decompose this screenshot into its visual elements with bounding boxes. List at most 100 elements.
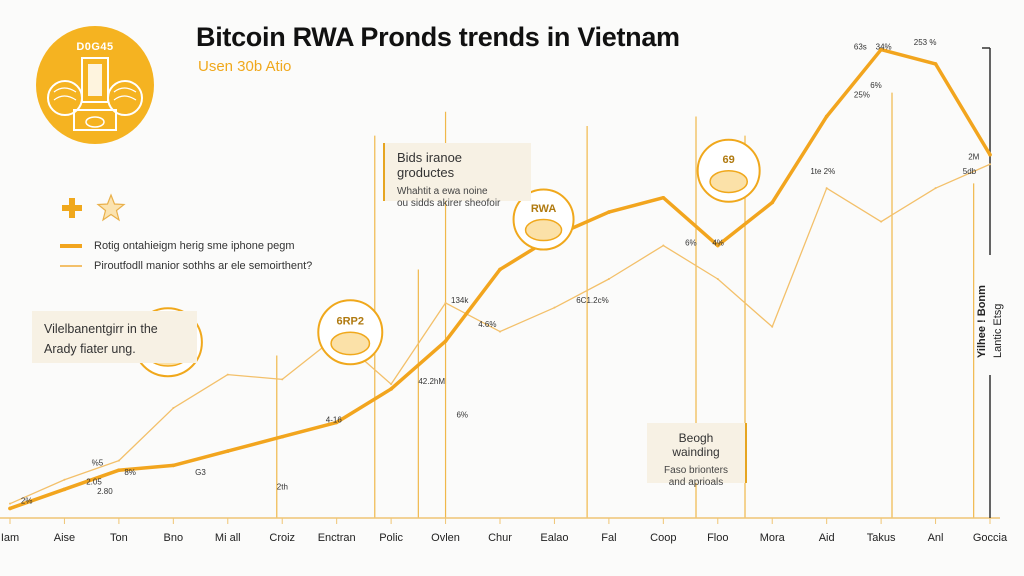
x-tick-label: Takus [866, 532, 896, 544]
data-point [444, 301, 447, 304]
data-point [334, 420, 339, 425]
x-tick-label: Chur [488, 532, 512, 544]
data-point [63, 478, 66, 481]
x-tick-label: Aise [53, 532, 76, 544]
x-tick-label: Goccia [972, 532, 1008, 544]
x-tick-label: Enctran [317, 532, 356, 544]
legend-item-secondary[interactable]: Piroutfodll manior sothhs ar ele semoirt… [60, 256, 312, 276]
y-axis-label-line1: Yilhee ! Bonm [976, 285, 988, 358]
data-point [117, 459, 120, 462]
coin-icon [330, 331, 371, 356]
data-annotation: 2th [277, 482, 288, 491]
data-annotation: 34% [876, 43, 892, 52]
legend-swatch-thick [60, 244, 82, 248]
chart-subtitle: Usen 30b Atio [198, 58, 292, 75]
data-annotation: 6% [456, 411, 468, 420]
data-annotation: 2.80 [97, 487, 113, 496]
note-bottom-heading: Beogh wainding [672, 431, 720, 459]
data-point [443, 339, 448, 343]
star-icon[interactable] [96, 193, 126, 223]
data-point [390, 383, 393, 386]
legend-swatch-thin [60, 265, 82, 267]
data-point [715, 243, 720, 248]
data-point [825, 187, 828, 190]
data-annotation: 4% [712, 239, 724, 248]
logo-emblem-icon [47, 57, 143, 131]
x-tick-label: Ton [110, 532, 128, 544]
data-point [661, 195, 666, 200]
data-annotation: 134k [451, 296, 469, 305]
x-tick-label: Polic [379, 532, 404, 544]
note-top-line1: Whahtit a ewa noine [397, 186, 488, 197]
data-annotation: 5db [963, 167, 977, 176]
data-point [607, 210, 611, 214]
legend-label: Piroutfodll manior sothhs ar ele semoirt… [94, 260, 313, 272]
data-annotation: 6% [870, 81, 882, 90]
y-axis-label-line2: Lantic Etsg [992, 303, 1004, 358]
data-point [280, 434, 285, 439]
x-tick-label: Mi all [214, 532, 241, 544]
x-axis [0, 517, 1000, 524]
note-left-line1: Vilelbanentgirr in the [44, 322, 158, 336]
note-left-line2: Arady fiater ung. [44, 342, 136, 356]
plus-icon[interactable] [60, 196, 84, 220]
x-tick-label: Fal [601, 532, 617, 544]
logo: D0G45 [36, 26, 154, 144]
x-tick-label: Ovlen [431, 532, 460, 544]
data-annotation: 6% [685, 239, 697, 248]
data-point [988, 152, 992, 157]
data-point [607, 278, 610, 280]
data-point [62, 487, 67, 492]
x-tick-label: Anl [927, 532, 944, 544]
note-left: Vilelbanentgirr in the Arady fiater ung. [32, 311, 197, 363]
coin-icon [524, 218, 563, 242]
x-tick-label: Iam [0, 532, 20, 544]
data-point [770, 200, 775, 205]
legend: Rotig ontahieigm herig sme iphone pegm P… [60, 236, 312, 276]
x-tick-label: Coop [650, 532, 677, 544]
x-tick-label: Ealao [540, 532, 569, 544]
data-annotation: 6C1.2c% [576, 296, 608, 305]
circle-label: 6RP2 [337, 315, 365, 327]
reference-lines [276, 92, 975, 518]
data-point [880, 220, 883, 223]
note-bottom: Beogh wainding Faso brionters and aprioa… [647, 423, 747, 488]
icon-row [60, 193, 126, 223]
x-tick-label: Bno [163, 532, 184, 544]
data-point [9, 502, 11, 505]
data-point [716, 278, 719, 280]
legend-item-main[interactable]: Rotig ontahieigm herig sme iphone pegm [60, 236, 312, 256]
data-point [824, 114, 829, 119]
note-top-heading: Bids iranoe groductes [397, 150, 463, 180]
data-annotation: 25% [854, 90, 870, 99]
series-line-thick [8, 47, 992, 511]
coin-icon [709, 169, 749, 194]
logo-text: D0G45 [76, 41, 114, 53]
data-point [281, 378, 284, 381]
note-bottom-line2: and aprioals [668, 477, 724, 488]
x-tick-label: Croiz [269, 532, 296, 544]
data-point [225, 449, 230, 453]
note-top: Bids iranoe groductes Whahtit a ewa noin… [383, 143, 531, 209]
data-point [498, 267, 502, 272]
note-bottom-line1: Faso brionters [664, 465, 728, 476]
data-annotation: 42.2hM [418, 377, 445, 386]
data-annotation: 2.05 [86, 478, 102, 487]
data-point [553, 306, 556, 309]
data-point [879, 47, 883, 52]
annotations: 2% %5 8% 2.052.80 G3 2th 4-16 42.2hM 6% 134k 4.6% 6… [21, 38, 980, 506]
data-point [771, 325, 774, 328]
data-annotation: 2M [968, 153, 979, 162]
data-point [117, 468, 121, 473]
data-annotation: 63s [854, 43, 867, 52]
data-point [172, 407, 175, 410]
chart-title: Bitcoin RWA Pronds trends in Vietnam [196, 22, 680, 52]
x-tick-label: Floo [707, 532, 729, 544]
data-annotation: 1te 2% [810, 167, 835, 176]
legend-label: Rotig ontahieigm herig sme iphone pegm [94, 240, 295, 252]
x-tick-label: Aid [818, 532, 835, 544]
data-annotation: 253 % [914, 38, 937, 47]
data-point [389, 387, 393, 391]
data-annotation: 2% [21, 497, 33, 506]
